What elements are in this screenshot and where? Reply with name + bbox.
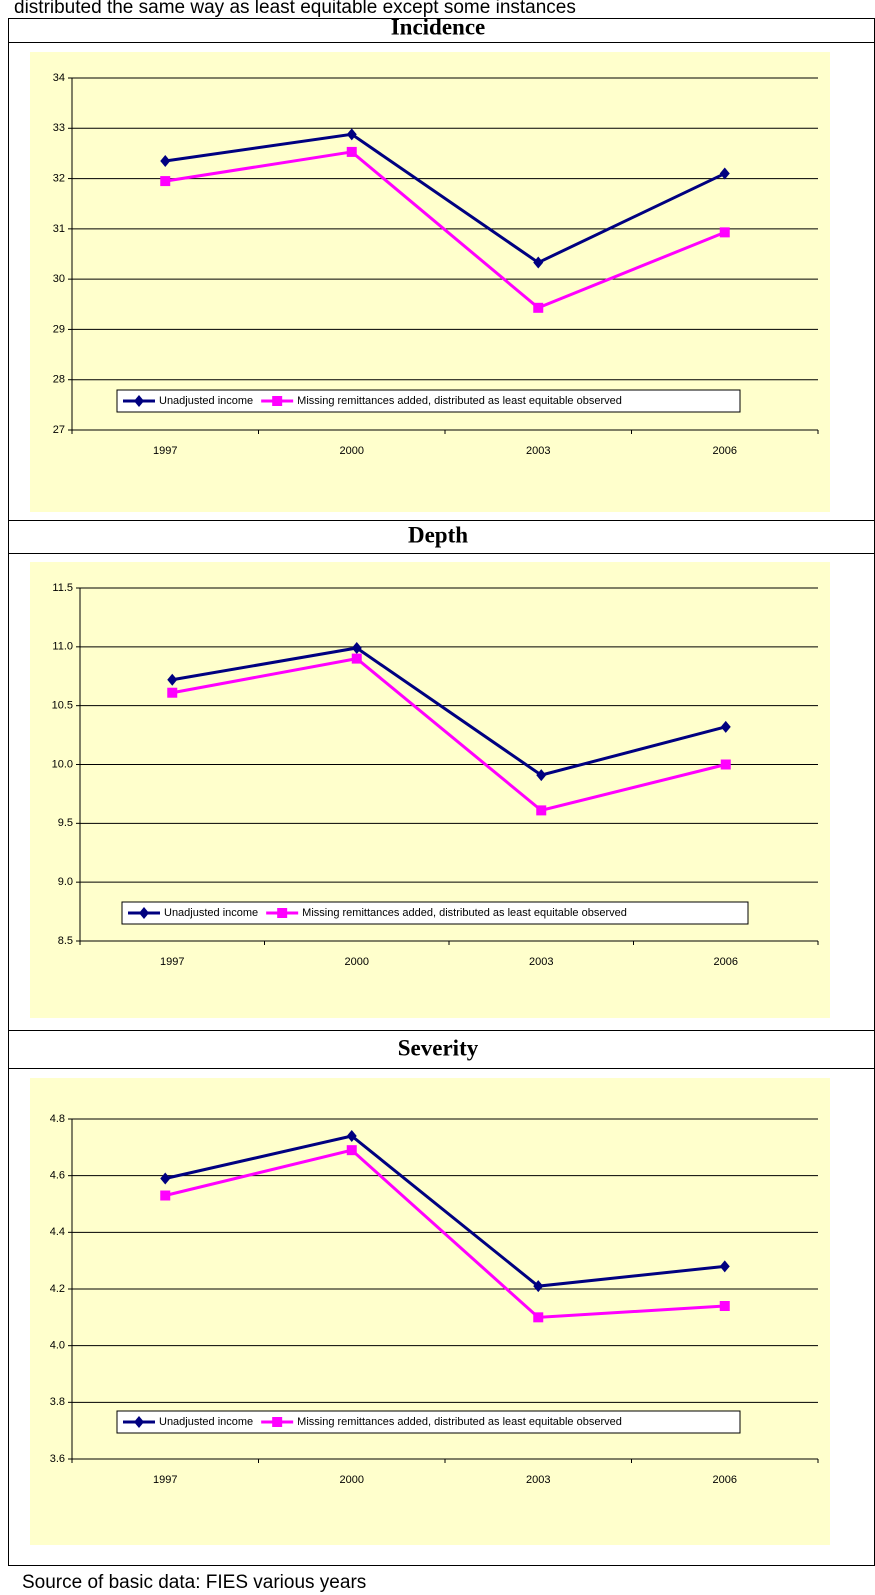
source-note: Source of basic data: FIES various years [22,1572,366,1593]
legend-marker [134,395,144,407]
legend-label: Unadjusted income [164,907,258,919]
y-tick-label: 4.8 [50,1113,65,1125]
legend-marker [139,907,149,919]
marker [719,227,730,238]
y-tick-label: 4.2 [50,1283,65,1295]
marker [346,128,357,141]
y-tick-label: 9.0 [58,876,73,888]
legend-label: Missing remittances added, distributed a… [297,395,622,407]
chart-title: Depth [408,522,468,547]
marker [351,653,362,664]
x-tick-label: 2000 [345,956,369,968]
series-line [165,132,726,265]
series-line [164,1148,725,1319]
legend-label: Unadjusted income [159,395,253,407]
x-tick-label: 2006 [713,1474,737,1486]
y-tick-label: 11.5 [52,582,73,594]
x-tick-label: 2000 [340,1474,364,1486]
y-tick-label: 10.0 [52,758,73,770]
marker [160,154,171,167]
marker [533,302,544,313]
y-tick-label: 30 [53,273,65,285]
x-tick-label: 2006 [713,445,737,457]
legend-marker [272,396,283,406]
legend-marker [272,1417,283,1427]
y-tick-label: 4.0 [50,1340,65,1352]
x-tick-label: 1997 [153,445,177,457]
legend-box [116,1410,741,1434]
marker [351,642,362,655]
y-tick-label: 8.5 [58,935,73,947]
marker [719,167,730,180]
x-tick-label: 1997 [160,956,184,968]
marker [719,1301,730,1311]
marker [167,687,178,698]
series-line [171,656,727,813]
marker [533,1312,544,1323]
series-line [171,646,727,777]
y-tick-label: 32 [53,172,65,184]
plot-background [30,52,830,512]
marker [533,256,544,269]
x-tick-label: 2003 [529,956,553,968]
plot-background [30,1078,830,1545]
marker [346,1145,357,1156]
marker [346,146,357,157]
x-tick-label: 2003 [526,445,550,457]
marker [160,1190,171,1201]
y-tick-label: 4.4 [50,1226,65,1238]
y-tick-label: 34 [53,72,65,84]
top-text: distributed the same way as least equita… [14,0,576,18]
x-tick-label: 1997 [153,1474,177,1486]
y-tick-label: 9.5 [58,817,73,829]
y-tick-label: 27 [53,424,65,436]
x-tick-label: 2003 [526,1474,550,1486]
legend-label: Missing remittances added, distributed a… [297,1416,622,1428]
legend-marker [277,908,288,918]
legend-box [121,901,749,925]
marker [536,769,547,782]
marker [160,1172,171,1185]
marker [167,673,178,686]
plot-background [30,562,830,1018]
marker [720,720,731,733]
legend-box [116,389,741,413]
x-tick-label: 2000 [340,445,364,457]
marker [346,1130,357,1142]
legend-marker [134,1416,144,1428]
y-tick-label: 4.6 [50,1170,65,1182]
y-tick-label: 29 [53,323,65,335]
chart-title: Incidence [391,14,486,39]
legend-label: Unadjusted income [159,1416,253,1428]
y-tick-label: 3.8 [50,1396,65,1408]
y-tick-label: 10.5 [52,700,73,712]
marker [536,805,547,816]
series-line [165,150,726,310]
marker [720,759,731,770]
chart-title: Severity [398,1035,479,1060]
x-tick-label: 2006 [714,956,738,968]
y-tick-label: 11.0 [52,641,73,653]
legend-label: Missing remittances added, distributed a… [302,907,627,919]
series-line [164,1134,725,1288]
y-tick-label: 33 [53,122,65,134]
marker [160,176,171,187]
y-tick-label: 3.6 [50,1453,65,1465]
y-tick-label: 31 [53,223,65,235]
marker [533,1280,544,1293]
marker [719,1260,730,1273]
y-tick-label: 28 [53,374,65,386]
